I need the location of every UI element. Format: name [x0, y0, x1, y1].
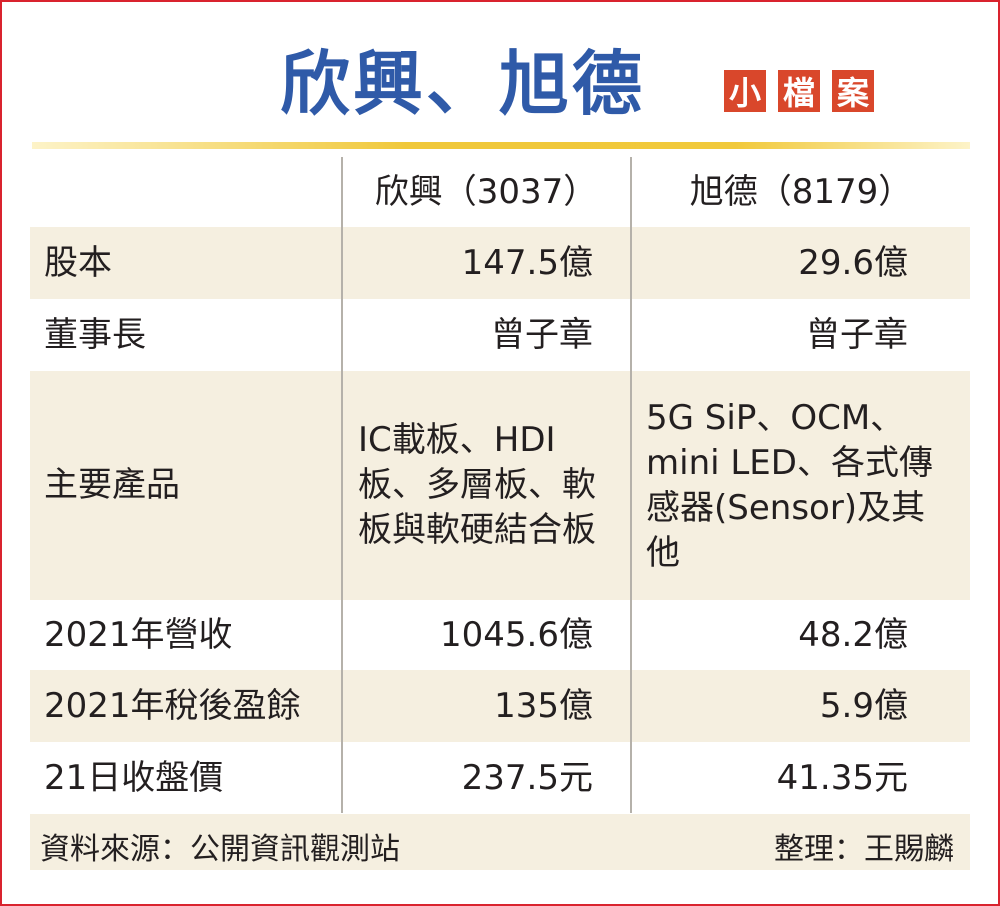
- badge-char-1: 小: [724, 70, 766, 112]
- cell-value: 48.2億: [798, 614, 908, 655]
- source-note: 資料來源：公開資訊觀測站: [40, 832, 400, 867]
- table-row: 2021年營收 1045.6億 48.2億: [30, 600, 970, 670]
- title-divider: [32, 142, 970, 149]
- table-row: 21日收盤價 237.5元 41.35元: [30, 742, 970, 814]
- cell-value: 147.5億: [461, 242, 593, 283]
- row-label: 2021年稅後盈餘: [44, 685, 301, 726]
- cell-value: 29.6億: [798, 242, 908, 283]
- cell-value: 237.5元: [461, 757, 593, 798]
- badge-char-3: 案: [832, 70, 874, 112]
- column-header-unimicron: 欣興（3037）: [374, 171, 598, 212]
- cell-value: 5.9億: [819, 685, 908, 726]
- row-label: 主要產品: [44, 465, 180, 505]
- cell-value: 41.35元: [776, 757, 908, 798]
- column-divider: [341, 157, 343, 813]
- row-label: 21日收盤價: [44, 757, 224, 798]
- compiled-by-note: 整理：王賜麟: [774, 832, 954, 867]
- table-row: 主要產品 IC載板、HDI板、多層板、軟板與軟硬結合板 5G SiP、OCM、m…: [30, 371, 970, 600]
- cell-value: 1045.6億: [440, 614, 593, 655]
- column-header-subtron: 旭德（8179）: [689, 171, 913, 212]
- cell-value: 曾子章: [491, 314, 593, 355]
- table-row: 董事長 曾子章 曾子章: [30, 299, 970, 371]
- cell-value: 曾子章: [806, 314, 908, 355]
- table-row: 2021年稅後盈餘 135億 5.9億: [30, 670, 970, 742]
- page-title: 欣興、旭德: [280, 43, 645, 125]
- row-label: 董事長: [44, 314, 146, 355]
- cell-value-products: IC載板、HDI板、多層板、軟板與軟硬結合板: [358, 420, 596, 550]
- cell-value: 135億: [494, 685, 593, 726]
- column-divider: [630, 157, 632, 813]
- cell-value-products: 5G SiP、OCM、mini LED、各式傳感器(Sensor)及其他: [646, 397, 933, 573]
- table-header-row: 欣興（3037） 旭德（8179）: [30, 157, 970, 227]
- table-row: 股本 147.5億 29.6億: [30, 227, 970, 299]
- row-label: 2021年營收: [44, 614, 233, 655]
- row-label: 股本: [44, 242, 112, 283]
- badge-char-2: 檔: [778, 70, 820, 112]
- source-footer: 資料來源：公開資訊觀測站 整理：王賜麟: [30, 814, 970, 870]
